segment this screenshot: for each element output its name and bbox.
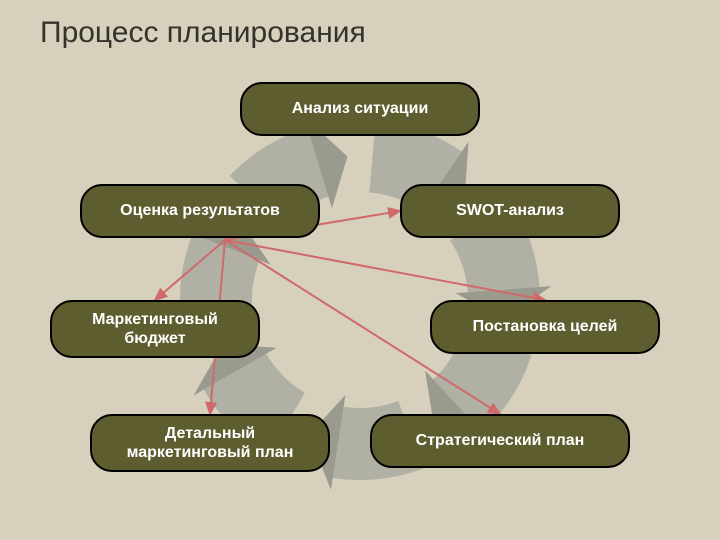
node-n-strategic: Стратегический план: [370, 414, 630, 468]
node-n-analysis: Анализ ситуации: [240, 82, 480, 136]
node-label: Детальный маркетинговый план: [106, 424, 314, 462]
connector-arrow: [155, 240, 225, 300]
node-label: Постановка целей: [473, 317, 618, 336]
node-label: Оценка результатов: [120, 201, 280, 220]
node-n-detailed: Детальный маркетинговый план: [90, 414, 330, 472]
connector-arrow: [225, 240, 545, 300]
page-title: Процесс планирования: [40, 16, 366, 50]
node-n-evaluation: Оценка результатов: [80, 184, 320, 238]
node-label: Маркетинговый бюджет: [66, 310, 244, 348]
slide: Процесс планирования Анализ ситуации SWOT…: [0, 0, 720, 540]
node-n-goals: Постановка целей: [430, 300, 660, 354]
node-n-swot: SWOT-анализ: [400, 184, 620, 238]
node-label: Стратегический план: [416, 431, 585, 450]
node-label: SWOT-анализ: [456, 201, 564, 220]
node-label: Анализ ситуации: [292, 99, 429, 118]
node-n-budget: Маркетинговый бюджет: [50, 300, 260, 358]
